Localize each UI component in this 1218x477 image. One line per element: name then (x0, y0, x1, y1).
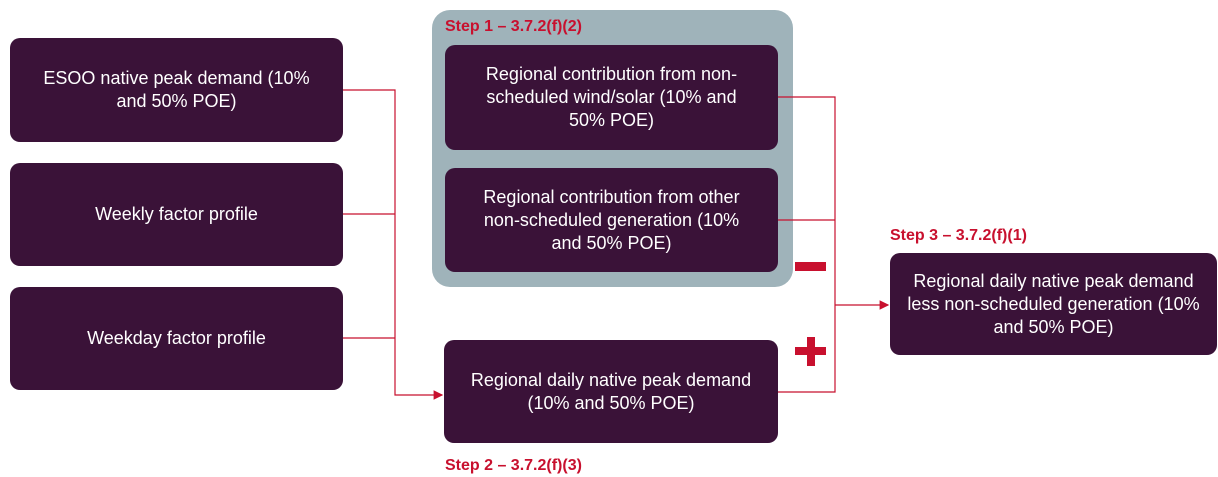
step-label: Step 2 – 3.7.2(f)(3) (445, 457, 582, 474)
node: Weekday factor profile (10, 287, 343, 390)
minus-sign (795, 262, 826, 271)
node: Weekly factor profile (10, 163, 343, 266)
node: Regional contribution from other non-sch… (445, 168, 778, 272)
connector (343, 89, 444, 400)
node: Regional daily native peak demand less n… (890, 253, 1217, 355)
node: Regional contribution from non-scheduled… (445, 45, 778, 150)
node: ESOO native peak demand (10% and 50% POE… (10, 38, 343, 142)
step-label: Step 1 – 3.7.2(f)(2) (445, 18, 582, 35)
step-label: Step 3 – 3.7.2(f)(1) (890, 227, 1027, 244)
plus-sign (795, 347, 826, 355)
connector (778, 96, 836, 393)
node: Regional daily native peak demand (10% a… (444, 340, 778, 443)
